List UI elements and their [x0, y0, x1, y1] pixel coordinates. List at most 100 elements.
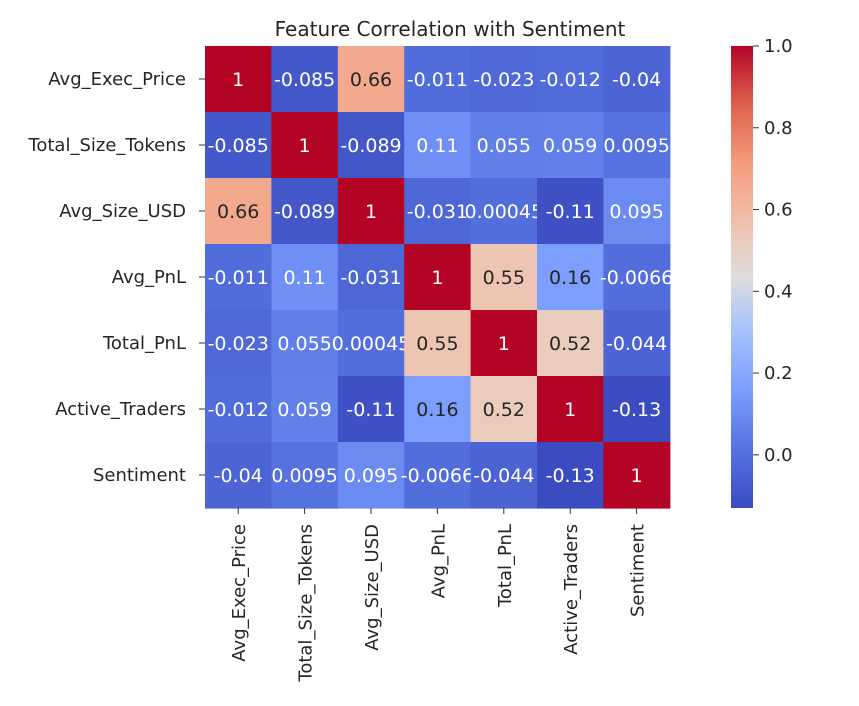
heatmap-cell [271, 46, 339, 113]
heatmap-cell [470, 442, 538, 509]
heatmap-cell [337, 310, 405, 377]
heatmap-cell [337, 112, 405, 179]
chart-title: Feature Correlation with Sentiment [275, 17, 626, 41]
heatmap-cell [205, 376, 272, 443]
cell-value-label: -0.089 [340, 135, 401, 157]
y-tick-label: Total_PnL [102, 333, 186, 354]
heatmap-cell [337, 376, 405, 443]
heatmap-cell [205, 112, 272, 179]
heatmap-cell [205, 310, 272, 377]
y-tick-label: Sentiment [93, 465, 186, 486]
x-axis-labels: Avg_Exec_Price Total_Size_Tokens Avg_Size_… [229, 508, 649, 683]
x-tick-label: Avg_Size_USD [362, 524, 383, 651]
cell-value-label: -0.012 [540, 69, 601, 91]
cell-value-label: 0.0095 [603, 135, 669, 157]
heatmap-cell [603, 442, 671, 509]
y-tick-label: Avg_Exec_Price [48, 69, 186, 90]
heatmap-cell [603, 112, 671, 179]
cell-value-label: -0.023 [208, 333, 269, 355]
colorbar-tick-label: 0.8 [764, 118, 793, 139]
heatmap-cell [470, 244, 538, 311]
x-tick-label: Total_PnL [495, 524, 516, 608]
heatmap-cell [271, 112, 339, 179]
cell-value-label: -0.04 [214, 465, 263, 487]
y-tick-label: Avg_PnL [112, 267, 186, 288]
cell-value-label: 1 [365, 201, 377, 223]
heatmap-cell [603, 376, 671, 443]
cell-value-label: -0.031 [340, 267, 401, 289]
colorbar-gradient [731, 46, 753, 508]
cell-value-label: 0.0095 [271, 465, 337, 487]
cell-value-label: -0.085 [274, 69, 335, 91]
heatmap-cell [205, 244, 272, 311]
heatmap-cell [537, 376, 604, 443]
cell-value-label: 0.00045 [332, 333, 411, 355]
cell-value-label: 0.66 [350, 69, 392, 91]
y-tick-label: Active_Traders [55, 399, 186, 420]
cell-value-label: -0.085 [208, 135, 269, 157]
cell-value-label: -0.13 [612, 399, 661, 421]
cell-value-label: -0.0066 [600, 267, 673, 289]
cell-value-label: 0.55 [483, 267, 525, 289]
heatmap-cell [603, 46, 671, 113]
heatmap-cell [537, 178, 604, 245]
x-tick-label: Avg_PnL [428, 524, 449, 598]
heatmap-cell [404, 310, 472, 377]
cell-value-label: -0.044 [473, 465, 534, 487]
cell-value-label: 0.055 [477, 135, 531, 157]
heatmap-cell [537, 244, 604, 311]
cell-value-label: 0.095 [344, 465, 398, 487]
cell-value-label: 0.11 [416, 135, 458, 157]
cell-value-label: 0.52 [549, 333, 591, 355]
cell-value-label: 0.55 [416, 333, 458, 355]
cell-value-label: 0.66 [217, 201, 259, 223]
cell-value-label: -0.11 [546, 201, 595, 223]
cell-value-label: 0.059 [543, 135, 597, 157]
heatmap-cell [337, 178, 405, 245]
heatmap-cells: 1 -0.085 0.66 -0.011 -0.023 -0.012 -0.04 -0.085… [205, 46, 673, 509]
heatmap-cell [603, 310, 671, 377]
heatmap-cell [337, 442, 405, 509]
heatmap-cell [404, 46, 472, 113]
heatmap-cell [205, 442, 272, 509]
heatmap-cell [470, 376, 538, 443]
y-tick-label: Total_Size_Tokens [27, 135, 186, 156]
cell-value-label: 1 [631, 465, 643, 487]
cell-value-label: 1 [299, 135, 311, 157]
heatmap-cell [470, 46, 538, 113]
heatmap-cell [537, 442, 604, 509]
heatmap-cell [470, 112, 538, 179]
heatmap-cell [271, 442, 339, 509]
cell-value-label: -0.011 [208, 267, 269, 289]
cell-value-label: -0.044 [606, 333, 667, 355]
colorbar-tick-label: 0.2 [764, 363, 793, 384]
cell-value-label: 0.16 [549, 267, 591, 289]
heatmap-cell [404, 244, 472, 311]
colorbar: 0.0 0.2 0.4 0.6 0.8 1.0 [731, 36, 793, 508]
cell-value-label: -0.011 [407, 69, 468, 91]
heatmap-cell [271, 244, 339, 311]
heatmap-cell [404, 178, 472, 245]
heatmap-cell [537, 112, 604, 179]
heatmap-cell [470, 178, 538, 245]
y-axis-labels: Avg_Exec_Price Total_Size_Tokens Avg_Size_… [27, 69, 205, 486]
cell-value-label: 1 [431, 267, 443, 289]
cell-value-label: -0.04 [612, 69, 661, 91]
cell-value-label: 1 [232, 69, 244, 91]
cell-value-label: -0.031 [407, 201, 468, 223]
colorbar-tick-label: 0.0 [764, 445, 793, 466]
x-tick-label: Sentiment [628, 524, 649, 617]
cell-value-label: 0.16 [416, 399, 458, 421]
heatmap-cell [271, 310, 339, 377]
heatmap-cell [271, 178, 339, 245]
heatmap-cell [337, 46, 405, 113]
cell-value-label: 0.11 [283, 267, 325, 289]
heatmap-cell [537, 310, 604, 377]
cell-value-label: -0.012 [208, 399, 269, 421]
cell-value-label: 1 [498, 333, 510, 355]
y-tick-label: Avg_Size_USD [59, 201, 186, 222]
heatmap-cell [337, 244, 405, 311]
heatmap-cell [603, 178, 671, 245]
cell-value-label: 0.055 [277, 333, 331, 355]
